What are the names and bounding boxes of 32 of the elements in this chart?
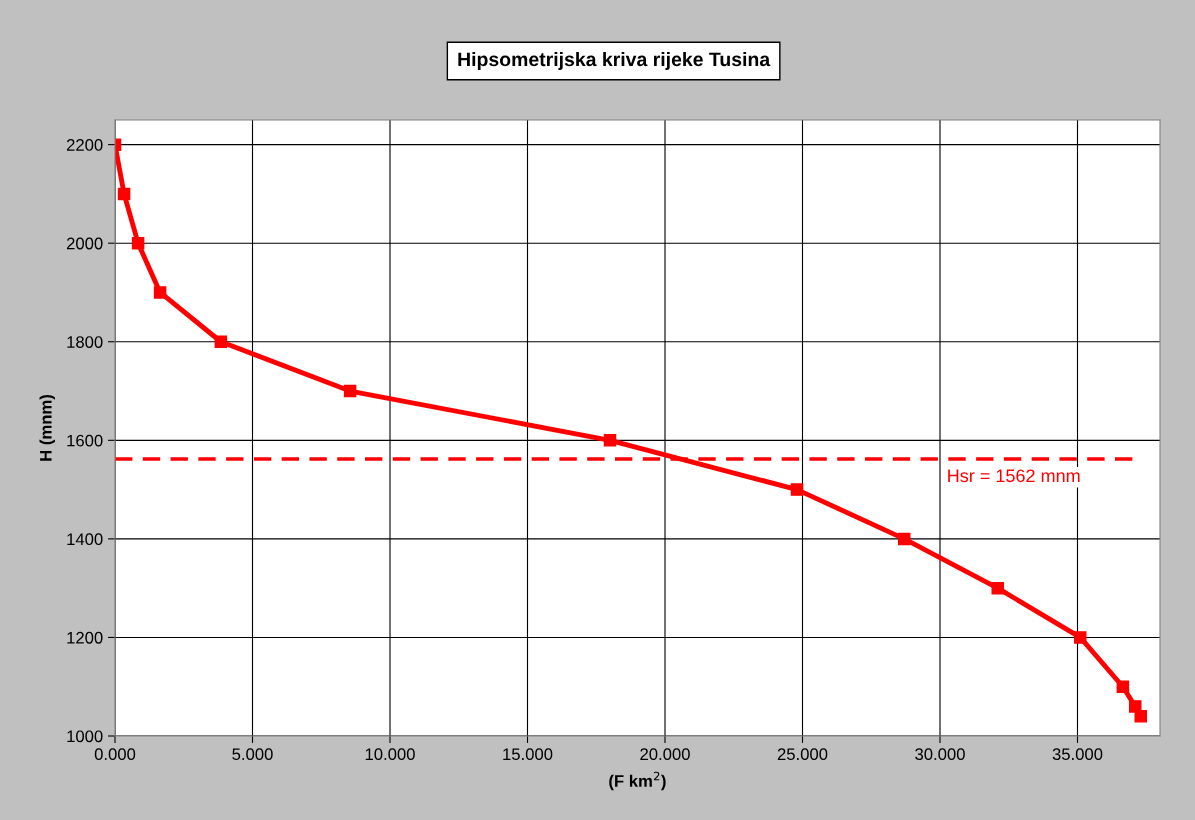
chart-title: Hipsometrijska kriva rijeke Tusina [458,51,771,71]
point [1073,631,1087,644]
y-tick-label: 2000 [66,237,103,250]
y-tick-label: 1600 [67,434,103,447]
x-tick-label: 5.000 [232,748,273,761]
x-tick-label: 10.000 [365,748,415,761]
y-axis-title: H (mnm) [39,395,56,461]
x-tick-label: 20.000 [640,748,690,761]
x-tick-label: 15.000 [503,748,553,761]
y-tick-label: 1200 [67,631,103,644]
point [790,483,804,496]
y-tick-label: 1400 [67,533,103,546]
point [1128,700,1142,713]
point [897,532,911,546]
x-tick-label: 0.000 [94,748,136,761]
y-tick-label: 2200 [66,139,103,151]
point [343,384,357,398]
x-tick-label: 30.000 [915,748,965,761]
y-tick-label: 1800 [67,336,103,348]
x-axis-title: (F km$^{2}$) [609,771,666,791]
point [214,335,228,349]
ref-line-label: Hsr = 1562 mnm [948,469,1080,483]
point [603,434,617,447]
point [131,236,145,250]
point [991,581,1005,595]
point [1134,710,1148,723]
x-tick-label: 25.000 [777,748,828,761]
y-tick-label: 1000 [67,730,103,743]
point [117,187,131,201]
x-tick-label: 35.000 [1052,748,1103,761]
point [1116,680,1130,693]
point [153,286,167,299]
